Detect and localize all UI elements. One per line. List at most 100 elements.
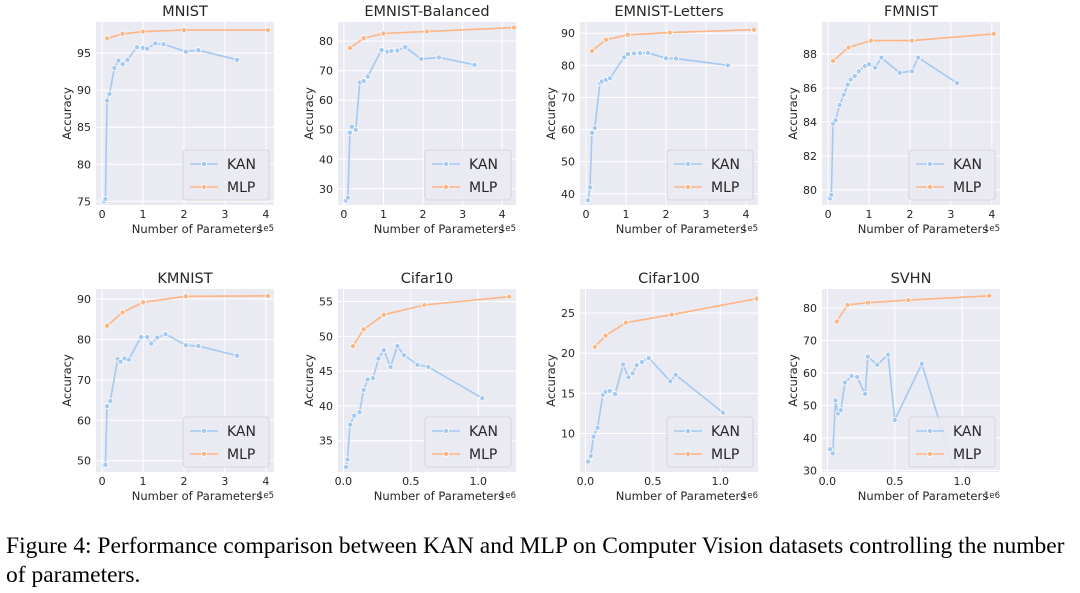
data-point-kan — [425, 363, 432, 370]
series-group — [827, 292, 993, 469]
data-point-kan — [401, 352, 408, 359]
y-tick-label: 70 — [77, 374, 91, 387]
data-point-kan — [629, 370, 636, 377]
data-point-kan — [885, 351, 892, 358]
data-point-kan — [918, 360, 925, 367]
legend-label: KAN — [711, 157, 740, 173]
legend-box — [424, 416, 512, 468]
y-tick-label: 80 — [803, 184, 817, 197]
data-point-kan — [119, 61, 126, 68]
data-point-mlp — [845, 44, 852, 51]
y-tick-label: 10 — [561, 427, 575, 440]
legend-box — [908, 416, 996, 468]
data-point-kan — [840, 91, 847, 98]
data-point-mlp — [183, 293, 190, 300]
data-point-kan — [479, 395, 486, 402]
data-point-kan — [378, 47, 385, 54]
series-line-kan — [345, 344, 483, 468]
legend-label: KAN — [227, 424, 256, 440]
series-line-kan — [345, 46, 475, 202]
x-tick-label: 2 — [180, 208, 187, 221]
y-tick-label: 30 — [803, 464, 817, 477]
series-line-kan — [103, 42, 238, 202]
chart-panel-7: 0.0 0.5 1.0 10 15 20 25 Cifar100 Number of Param… — [544, 271, 758, 503]
y-axis-label: Accuracy — [60, 354, 74, 407]
x-tick-label: 2 — [180, 475, 187, 488]
data-point-kan — [827, 446, 834, 453]
data-point-kan — [645, 355, 652, 362]
legend-label: MLP — [227, 447, 255, 463]
chart-title: FMNIST — [884, 4, 938, 20]
data-point-kan — [348, 123, 355, 130]
legend-label: MLP — [953, 447, 981, 463]
series-line-kan — [103, 333, 238, 467]
legend-swatch-marker — [442, 427, 449, 434]
data-point-kan — [344, 194, 351, 201]
y-tick-label: 80 — [77, 158, 91, 171]
legend: KAN MLP — [908, 149, 996, 201]
data-point-kan — [154, 334, 161, 341]
data-point-kan — [841, 379, 848, 386]
x-tick-label: 1.0 — [953, 475, 971, 488]
x-tick-label: 3 — [459, 208, 466, 221]
data-point-kan — [106, 90, 113, 97]
data-point-kan — [844, 81, 851, 88]
y-axis-label: Accuracy — [302, 87, 316, 140]
data-point-mlp — [346, 44, 353, 51]
data-point-kan — [866, 61, 873, 68]
chart-panel-8: 0.0 0.5 1.0 30 40 50 60 70 80 SVHN Number of Param… — [786, 271, 1000, 503]
data-point-kan — [633, 362, 640, 369]
x-scale-label: 1e6 — [742, 491, 758, 501]
data-point-mlp — [990, 30, 997, 37]
data-point-mlp — [668, 311, 675, 318]
data-point-mlp — [180, 27, 187, 34]
data-point-kan — [380, 347, 387, 354]
y-tick-label: 50 — [77, 455, 91, 468]
data-point-kan — [585, 458, 592, 465]
y-axis-label: Accuracy — [544, 354, 558, 407]
legend: KAN MLP — [908, 416, 996, 468]
y-tick-label: 40 — [319, 400, 333, 413]
y-axis-label: Accuracy — [544, 87, 558, 140]
data-point-kan — [607, 75, 614, 82]
data-point-kan — [667, 378, 674, 385]
legend: KAN MLP — [424, 149, 512, 201]
x-scale-label: 1e6 — [984, 491, 1000, 501]
data-point-kan — [360, 78, 367, 85]
y-tick-label: 15 — [561, 387, 575, 400]
series-group — [585, 26, 758, 204]
data-point-kan — [639, 359, 646, 366]
x-tick-label: 0.0 — [335, 475, 353, 488]
y-tick-label: 50 — [319, 330, 333, 343]
data-point-kan — [862, 390, 869, 397]
x-tick-label: 1 — [140, 208, 147, 221]
legend-swatch-marker — [685, 183, 692, 190]
data-point-kan — [360, 386, 367, 393]
legend-label: KAN — [469, 157, 498, 173]
data-point-kan — [234, 352, 241, 359]
x-tick-label: 4 — [262, 475, 269, 488]
data-point-kan — [590, 433, 597, 440]
x-axis-label: Number of Parameters — [858, 222, 988, 236]
y-tick-label: 35 — [319, 435, 333, 448]
data-point-kan — [138, 334, 145, 341]
x-tick-label: 4 — [499, 208, 506, 221]
chart-title: SVHN — [891, 271, 932, 287]
y-tick-label: 85 — [77, 121, 91, 134]
data-point-mlp — [868, 37, 875, 44]
y-tick-label: 95 — [77, 47, 91, 60]
chart-panel-1: 0 1 2 3 4 75 80 85 90 95 MNIST Number of Parameters… — [60, 4, 274, 236]
data-point-mlp — [104, 35, 111, 42]
data-point-kan — [343, 464, 350, 471]
legend: KAN MLP — [182, 149, 270, 201]
y-tick-label: 90 — [77, 293, 91, 306]
data-point-kan — [104, 97, 111, 104]
data-point-kan — [115, 57, 122, 64]
data-point-mlp — [511, 24, 516, 31]
data-point-kan — [587, 452, 594, 459]
legend-box — [424, 149, 512, 201]
chart-panel-5: 0 1 2 3 4 50 60 70 80 90 KMNIST Number of Parameter… — [60, 271, 274, 503]
data-point-kan — [124, 56, 131, 63]
data-point-mlp — [667, 29, 674, 36]
data-point-kan — [144, 334, 151, 341]
